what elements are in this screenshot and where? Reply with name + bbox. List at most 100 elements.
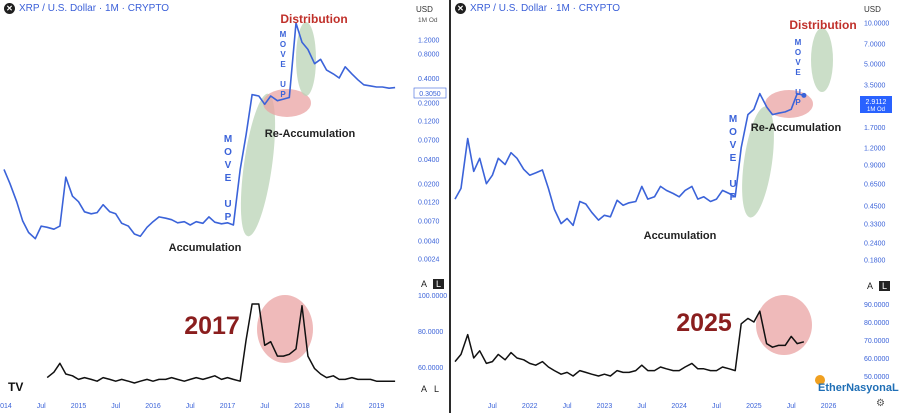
indicator-axis-tick: 80.0000: [864, 320, 889, 327]
annotation-ellipse: [240, 93, 276, 237]
x-axis-tick: Jul: [712, 403, 721, 410]
last-price-value: 0.3050: [419, 91, 441, 98]
price-axis-tick: 0.0070: [418, 219, 440, 226]
price-axis-tick: 0.6500: [864, 182, 886, 189]
annotation-ellipse: [263, 89, 311, 117]
brand-watermark: EtherNasyonaL: [818, 382, 899, 394]
x-axis-tick: Jul: [563, 403, 572, 410]
accumulation-label: Accumulation: [644, 230, 717, 242]
x-axis-tick: Jul: [260, 403, 269, 410]
annotation-ellipse: [765, 90, 813, 118]
currency-label: USD: [416, 5, 433, 14]
x-axis-tick: 2015: [71, 403, 87, 410]
move-up-short-label: MOVE UP: [794, 38, 803, 108]
price-axis-tick: 0.0400: [418, 157, 440, 164]
x-axis-tick: 2014: [0, 403, 12, 410]
last-price-value: 2.9112: [866, 99, 887, 106]
last-price-box: [413, 87, 447, 99]
price-axis-label: 1M Od: [418, 17, 438, 24]
annotation-ellipse: [756, 295, 812, 355]
annotation-ellipse: [811, 28, 833, 92]
auto-scale-button[interactable]: A: [867, 281, 874, 291]
x-axis-tick: Jul: [37, 403, 46, 410]
x-axis-tick: 2023: [597, 403, 613, 410]
chart-header: ✕ XRP / U.S. Dollar · 1M · CRYPTO: [455, 3, 620, 14]
symbol-label: XRP / U.S. Dollar · 1M · CRYPTO: [470, 3, 621, 14]
brand-logo-icon: [815, 375, 825, 385]
price-series-line: [454, 92, 805, 227]
price-axis-tick: 5.0000: [864, 62, 886, 69]
indicator-axis-tick: 60.0000: [418, 365, 443, 372]
price-axis-tick: 0.0040: [418, 238, 440, 245]
indicator-axis-tick: 80.0000: [418, 329, 443, 336]
x-axis-tick: 2025: [746, 403, 762, 410]
x-close-icon[interactable]: ✕: [455, 3, 466, 14]
chart-panel-2025: ✕ XRP / U.S. Dollar · 1M · CRYPTO USD 10…: [451, 0, 900, 413]
distribution-label: Distribution: [789, 18, 856, 32]
x-axis-tick: Jul: [186, 403, 195, 410]
auto-scale-button-bottom[interactable]: A: [421, 384, 428, 394]
chart-panel-2017: ✕ XRP / U.S. Dollar · 1M · CRYPTO USD 1M…: [0, 0, 449, 413]
indicator-axis-tick: 70.0000: [864, 338, 889, 345]
tradingview-logo-icon: TV: [8, 380, 24, 394]
price-axis-tick: 10.0000: [864, 21, 889, 28]
price-axis-tick: 0.2000: [418, 100, 440, 107]
price-axis-tick: 1.2000: [864, 146, 886, 153]
x-axis-tick: Jul: [111, 403, 120, 410]
price-axis-tick: 7.0000: [864, 42, 886, 49]
price-axis-tick: 0.2400: [864, 240, 886, 247]
price-axis-tick: 0.0700: [418, 137, 440, 144]
price-axis-tick: 0.8000: [418, 52, 440, 59]
annotation-ellipse: [257, 295, 313, 363]
price-series-line: [3, 22, 396, 240]
panel-divider: [449, 0, 451, 413]
price-axis-tick: 0.0200: [418, 182, 440, 189]
price-axis-tick: 0.4500: [864, 203, 886, 210]
x-close-icon[interactable]: ✕: [4, 3, 15, 14]
price-axis-tick: 0.0120: [418, 200, 440, 207]
log-scale-button[interactable]: L: [433, 279, 445, 289]
last-price-box: [860, 96, 892, 113]
move-up-short-label: MOVE UP: [279, 30, 288, 100]
indicator-series-line: [46, 303, 396, 384]
distribution-label: Distribution: [280, 12, 347, 26]
chart-svg-left: 1M Od 1.2000 0.8000 0.4000 0.2000 0.1200 0.070…: [0, 12, 447, 410]
indicator-axis-tick: 60.0000: [864, 356, 889, 363]
x-axis-tick: Jul: [637, 403, 646, 410]
last-price-sub: 1M Od: [867, 107, 885, 113]
price-axis-tick: 0.9000: [864, 163, 886, 170]
price-axis-tick: 1.7000: [864, 125, 886, 132]
indicator-axis-tick: 50.0000: [864, 374, 889, 381]
indicator-axis-tick: 100.0000: [418, 293, 447, 300]
price-axis-tick: 0.3300: [864, 222, 886, 229]
price-axis-tick: 0.1200: [418, 118, 440, 125]
indicator-axis-tick: 90.0000: [864, 302, 889, 309]
chart-header: ✕ XRP / U.S. Dollar · 1M · CRYPTO: [4, 3, 169, 14]
year-label: 2017: [184, 312, 240, 340]
x-axis-tick: Jul: [335, 403, 344, 410]
log-scale-button-bottom[interactable]: L: [434, 384, 440, 394]
x-axis-tick: 2026: [821, 403, 837, 410]
price-axis-tick: 3.5000: [864, 83, 886, 90]
price-axis-tick: 0.4000: [418, 76, 440, 83]
x-axis-tick: 2018: [294, 403, 310, 410]
x-axis-tick: 2024: [671, 403, 687, 410]
year-label: 2025: [676, 309, 732, 337]
x-axis-tick: Jul: [787, 403, 796, 410]
symbol-label: XRP / U.S. Dollar · 1M · CRYPTO: [19, 3, 170, 14]
gear-icon[interactable]: ⚙: [876, 398, 885, 409]
move-up-long-label: MOVE UP: [728, 114, 739, 205]
chart-svg-right: 10.0000 7.0000 5.0000 3.5000 1.7000 1.2000 0.9…: [454, 18, 892, 410]
price-axis-tick: 1.2000: [418, 37, 440, 44]
x-axis-tick: 2016: [145, 403, 161, 410]
log-scale-button[interactable]: L: [879, 281, 891, 291]
price-axis-tick: 0.1800: [864, 257, 886, 264]
annotation-ellipse: [742, 106, 774, 218]
x-axis-tick: 2022: [522, 403, 538, 410]
indicator-series-line: [454, 310, 805, 377]
x-axis-tick: 2017: [220, 403, 236, 410]
price-axis-tick: 0.0024: [418, 256, 440, 263]
move-up-long-label: MOVE UP: [223, 134, 234, 225]
auto-scale-button[interactable]: A: [421, 279, 428, 289]
x-axis-tick: Jul: [488, 403, 497, 410]
